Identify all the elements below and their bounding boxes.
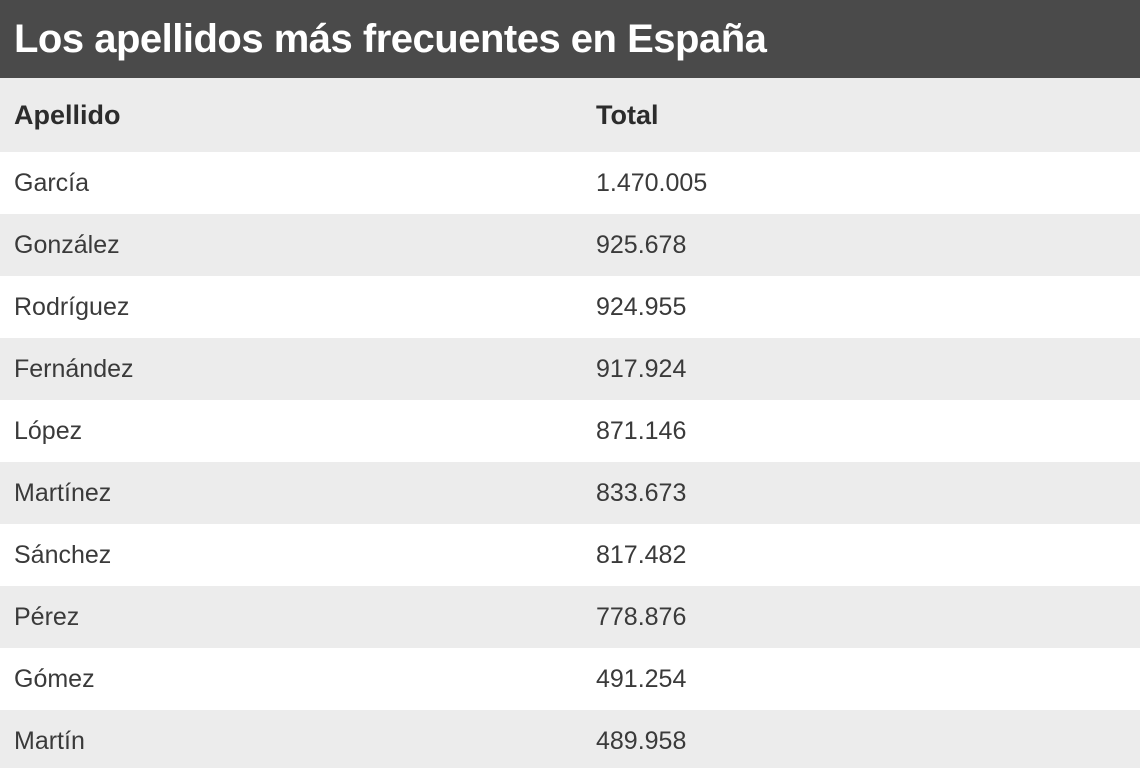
total-cell: 925.678 xyxy=(596,230,687,259)
table-row: Sánchez 817.482 xyxy=(0,524,1140,586)
surname-cell: Martínez xyxy=(14,478,112,507)
table-body: García 1.470.005 González 925.678 Rodríg… xyxy=(0,152,1140,768)
table-row: García 1.470.005 xyxy=(0,152,1140,214)
table-row: Pérez 778.876 xyxy=(0,586,1140,648)
title-bar: Los apellidos más frecuentes en España xyxy=(0,0,1140,78)
total-cell: 924.955 xyxy=(596,292,687,321)
total-cell: 489.958 xyxy=(596,726,687,755)
table-row: Fernández 917.924 xyxy=(0,338,1140,400)
total-cell: 917.924 xyxy=(596,354,687,383)
surname-cell: Martín xyxy=(14,726,85,755)
header-row: Apellido Total xyxy=(0,78,1140,152)
total-cell: 817.482 xyxy=(596,540,687,569)
surname-cell: González xyxy=(14,230,120,259)
surname-cell: Rodríguez xyxy=(14,292,130,321)
total-cell: 1.470.005 xyxy=(596,168,708,197)
surnames-table: Apellido Total García 1.470.005 González… xyxy=(0,78,1140,768)
table-row: Gómez 491.254 xyxy=(0,648,1140,710)
total-cell: 491.254 xyxy=(596,664,687,693)
surname-cell: Gómez xyxy=(14,664,95,693)
surname-cell: García xyxy=(14,168,90,197)
table-row: Martín 489.958 xyxy=(0,710,1140,768)
table-row: Martínez 833.673 xyxy=(0,462,1140,524)
total-cell: 871.146 xyxy=(596,416,687,445)
surname-cell: Pérez xyxy=(14,602,80,631)
surname-cell: Sánchez xyxy=(14,540,112,569)
total-cell: 833.673 xyxy=(596,478,687,507)
surname-cell: López xyxy=(14,416,83,445)
table-row: González 925.678 xyxy=(0,214,1140,276)
table-row: Rodríguez 924.955 xyxy=(0,276,1140,338)
surname-cell: Fernández xyxy=(14,354,134,383)
total-cell: 778.876 xyxy=(596,602,687,631)
column-header-total: Total xyxy=(596,99,659,130)
table-title: Los apellidos más frecuentes en España xyxy=(14,16,767,61)
table-row: López 871.146 xyxy=(0,400,1140,462)
column-header-apellido: Apellido xyxy=(14,99,121,130)
